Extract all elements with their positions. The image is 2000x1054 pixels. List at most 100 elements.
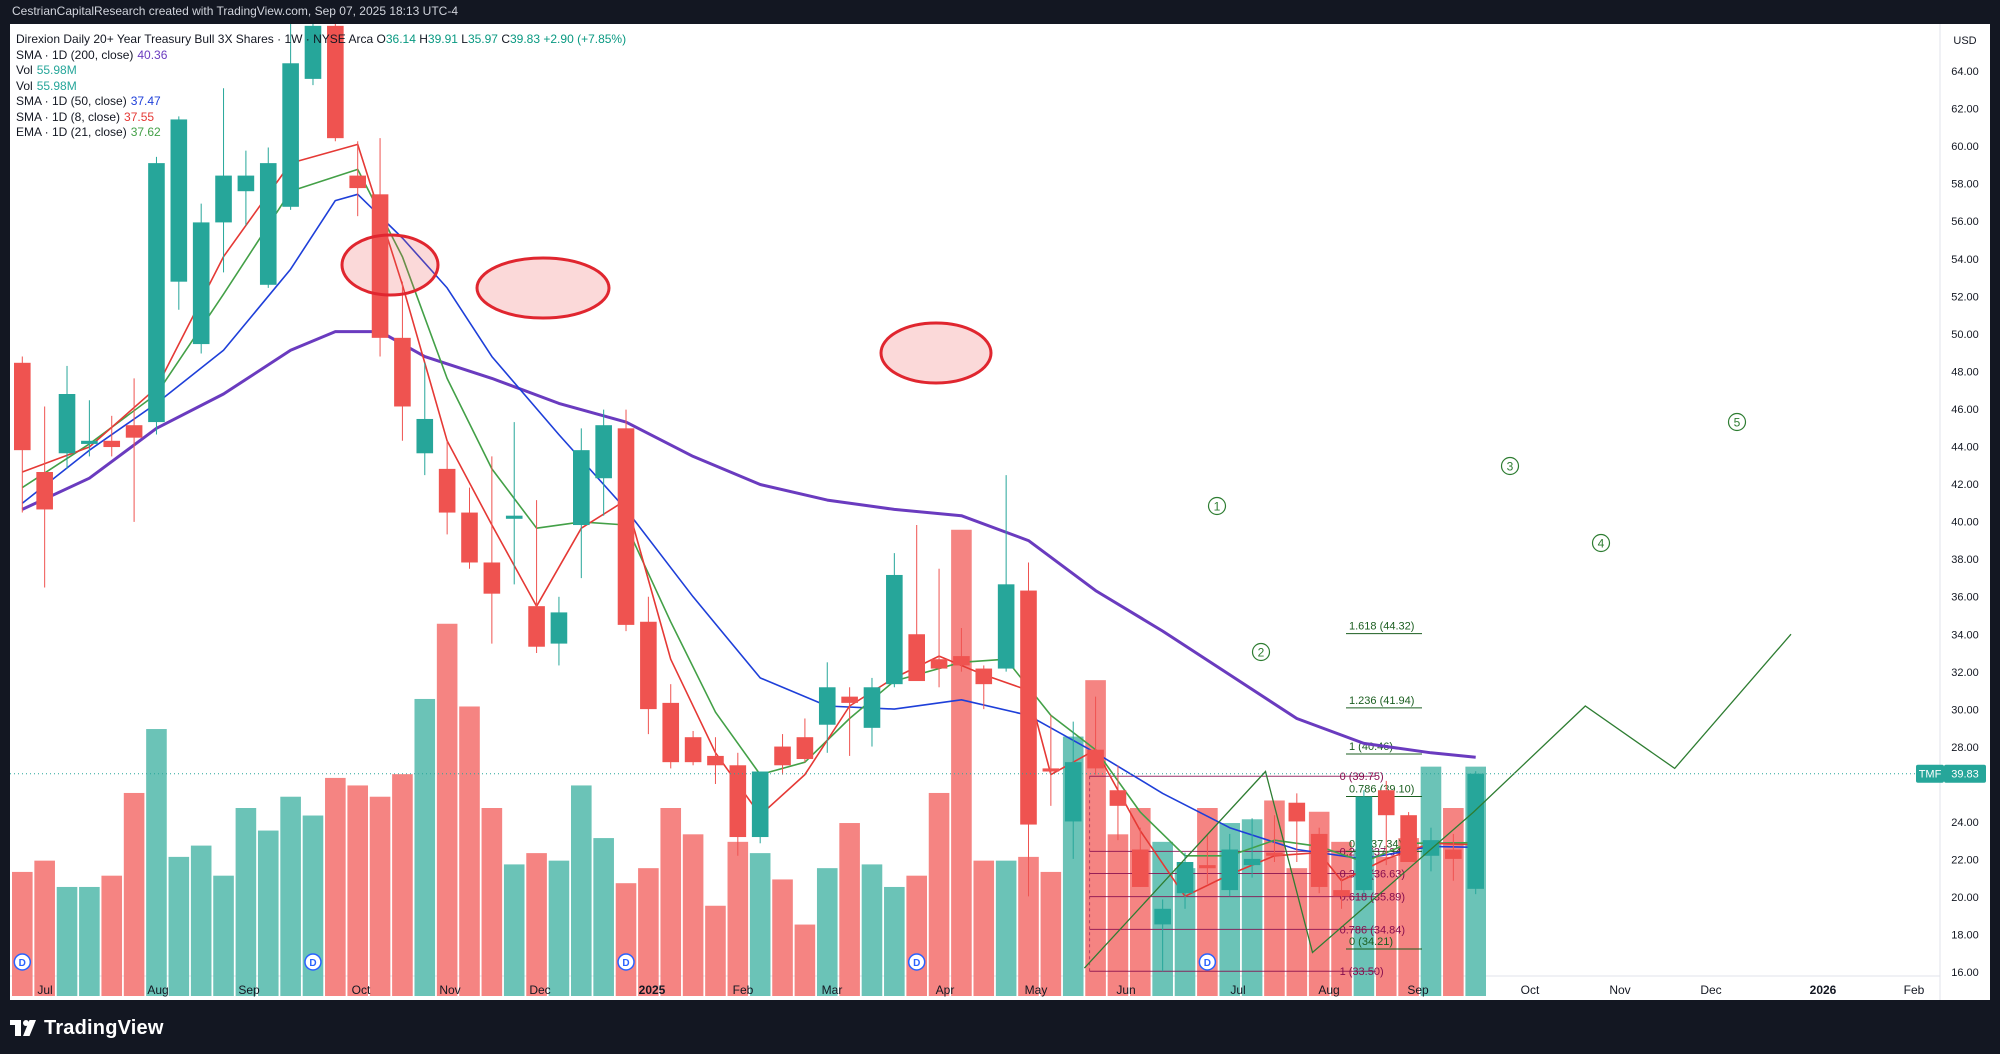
volume-bar [1375,856,1397,996]
dividend-marker [617,953,635,971]
ema21-line [21,168,1476,863]
candle-body [774,746,791,766]
fib-extension-label: 1 (40.46) [1349,741,1393,753]
y-tick-label: 20.00 [1951,892,1979,904]
dividend-marker [1198,953,1217,971]
candle-body [1445,849,1462,859]
volume-bar [1264,800,1285,996]
close-value: 39.83 [510,32,541,46]
elliott-wave-path [1083,633,1792,969]
indicator-legend-row[interactable]: Vol 55.98M [16,63,626,79]
y-tick-label: 52.00 [1951,291,1979,303]
indicator-label: Vol [16,78,33,93]
candle-body [930,659,948,669]
candle-body [729,765,747,838]
volume-bar [146,729,167,996]
high-value: 39.91 [427,32,458,46]
indicator-label: SMA · 1D (200, close) [16,47,134,62]
candle-body [841,696,858,703]
indicator-value: 37.62 [130,125,161,139]
volume-bar [861,864,883,996]
indicator-legend-row[interactable]: Vol 55.98M [16,79,626,95]
volume-bar [235,808,257,996]
wave-marker [1591,533,1611,553]
y-tick-label: 58.00 [1951,179,1979,191]
y-tick-label: 56.00 [1951,216,1979,228]
candle-body [863,687,881,728]
volume-bar [638,868,659,996]
y-tick-label: 46.00 [1951,404,1979,416]
indicator-value: 55.98M [36,78,77,93]
symbol-legend-row[interactable]: Direxion Daily 20+ Year Treasury Bull 3X… [16,32,626,48]
volume-bar [1107,834,1129,996]
candle-body [818,687,836,725]
y-tick-label: 22.00 [1951,855,1979,867]
indicator-legend-row[interactable]: SMA · 1D (200, close) 40.36 [16,48,626,64]
sma8-line [22,143,1476,898]
fib-extension-label: 1.236 (41.94) [1349,695,1414,707]
candle-body [1467,773,1484,889]
x-tick-label: Apr [936,983,955,997]
x-tick-label: Nov [439,983,460,997]
fib-retracement-label: 0.382 (36.63) [1340,869,1405,881]
indicator-legend-row[interactable]: SMA · 1D (8, close) 37.55 [16,110,626,126]
volume-bar [995,860,1017,996]
open-value: 36.14 [385,32,416,46]
x-tick-label: Dec [529,983,550,997]
candle-body [416,418,434,454]
candle-body [394,337,411,407]
volume-bar [101,875,123,996]
tradingview-logo[interactable]: TradingView [10,1014,164,1042]
candle-body [1020,590,1037,825]
volume-bar [906,875,927,996]
candle-body [707,755,724,766]
indicator-value: 37.47 [130,94,161,108]
footer-bar [0,1000,2000,1054]
candle-body [1333,890,1350,897]
fib-retracement-label: 0 (39.75) [1340,771,1384,783]
volume-bar [1018,856,1039,996]
low-value: 35.97 [467,32,498,46]
indicator-legend-row[interactable]: EMA · 1D (21, close) 37.62 [16,125,626,141]
volume-bar [168,856,190,996]
candle-body [170,119,188,282]
chart-area[interactable]: USD D D D D D 0 (39.75) 0.236 (37.34) 0.382 (36.… [10,0,1990,1000]
dividend-marker [13,953,32,971]
candle-body [192,222,210,345]
wave-marker [1207,496,1227,516]
sma50-line [21,193,1476,860]
low-label: L [461,32,468,46]
indicator-value: 40.36 [137,47,168,62]
volume-bar [973,860,995,996]
candle-body [528,606,545,647]
candle-body [461,512,478,563]
volume-bar [660,808,682,996]
y-tick-label: 64.00 [1951,66,1979,78]
highlight-ellipse [475,256,611,320]
x-tick-label: Oct [352,983,371,997]
indicator-label: EMA · 1D (21, close) [16,125,127,139]
indicator-legend-row[interactable]: SMA · 1D (50, close) 37.47 [16,94,626,110]
x-tick-label: Aug [1318,983,1339,997]
indicator-value: 55.98M [36,63,77,77]
candle-body [125,425,143,438]
x-tick-label: Feb [1904,983,1925,997]
x-tick-label: Jun [1116,983,1135,997]
candle-body [81,440,98,444]
y-tick-label: 28.00 [1951,742,1979,754]
candle-body [438,468,456,513]
x-tick-label: 2026 [1810,983,1837,997]
volume-bar [526,853,547,996]
wave-marker [1500,456,1520,476]
volume-bar [928,792,950,996]
volume-bar [257,830,279,996]
volume-bar [459,706,480,996]
volume-bar [593,838,614,996]
dividend-marker [304,953,322,971]
volume-bar [839,823,860,996]
volume-bar [503,864,525,996]
volume-bar [548,860,570,996]
symbol-title: Direxion Daily 20+ Year Treasury Bull 3X… [16,32,374,46]
volume-bar [123,792,145,996]
